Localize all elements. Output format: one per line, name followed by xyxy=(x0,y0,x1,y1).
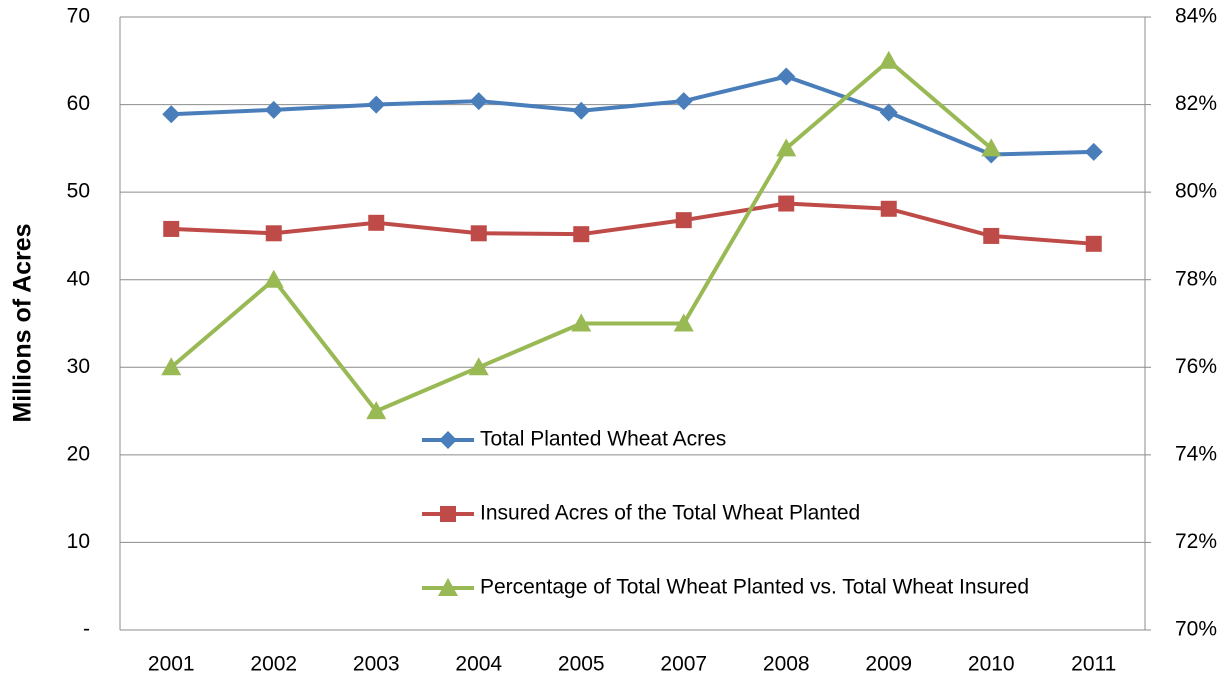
y2-tick-label: 74% xyxy=(1175,442,1217,465)
data-point xyxy=(981,138,1002,157)
data-point xyxy=(776,138,797,157)
legend-marker xyxy=(440,506,456,522)
y-tick-label: 60 xyxy=(67,92,90,115)
legend-label: Percentage of Total Wheat Planted vs. To… xyxy=(480,576,1029,599)
data-point xyxy=(163,220,180,237)
data-point xyxy=(983,227,1000,244)
x-tick-label: 2011 xyxy=(1071,653,1116,676)
data-point xyxy=(263,269,284,288)
series-line xyxy=(171,74,1094,157)
y2-tick-label: 78% xyxy=(1175,267,1217,290)
data-point xyxy=(675,212,692,229)
series-line xyxy=(171,201,1094,246)
legend-label: Insured Acres of the Total Wheat Planted xyxy=(480,502,860,525)
data-point xyxy=(469,92,488,111)
y2-tick-label: 80% xyxy=(1175,180,1217,203)
data-point xyxy=(367,95,386,114)
x-tick-label: 2008 xyxy=(763,653,810,676)
data-point xyxy=(1085,235,1102,252)
y-tick-label: - xyxy=(83,618,90,641)
y-tick-label: 50 xyxy=(67,180,90,203)
y2-tick-label: 72% xyxy=(1175,530,1217,553)
y2-tick-label: 76% xyxy=(1175,355,1217,378)
x-tick-label: 2004 xyxy=(455,653,502,676)
data-point xyxy=(573,226,590,243)
data-point xyxy=(366,401,387,420)
data-point xyxy=(572,101,591,120)
legend-marker xyxy=(438,578,458,596)
y-tick-label: 40 xyxy=(67,267,90,290)
y2-tick-label: 84% xyxy=(1175,5,1217,28)
data-point xyxy=(161,357,182,376)
y-axis-label: Millions of Acres xyxy=(9,223,37,422)
data-point xyxy=(880,200,897,217)
data-point xyxy=(1084,142,1103,161)
y2-tick-label: 82% xyxy=(1175,92,1217,115)
x-tick-label: 2009 xyxy=(865,653,912,676)
data-point xyxy=(778,195,795,212)
y-tick-label: 70 xyxy=(67,5,90,28)
data-point xyxy=(878,50,899,69)
x-tick-label: 2003 xyxy=(353,653,400,676)
data-point xyxy=(674,92,693,111)
legend-label: Total Planted Wheat Acres xyxy=(480,428,726,451)
data-point xyxy=(879,103,898,122)
data-point xyxy=(162,105,181,124)
y-tick-label: 20 xyxy=(67,442,90,465)
legend-marker xyxy=(439,431,457,449)
x-tick-label: 2002 xyxy=(250,653,297,676)
data-point xyxy=(265,225,282,242)
data-point xyxy=(468,357,489,376)
data-point xyxy=(264,100,283,119)
y2-tick-label: 70% xyxy=(1175,618,1217,641)
x-tick-label: 2010 xyxy=(968,653,1015,676)
y-tick-label: 10 xyxy=(67,530,90,553)
y-tick-label: 30 xyxy=(67,355,90,378)
data-point xyxy=(571,313,592,332)
data-point xyxy=(368,214,385,231)
x-tick-label: 2007 xyxy=(660,653,707,676)
x-tick-label: 2001 xyxy=(148,653,195,676)
data-point xyxy=(470,225,487,242)
data-point xyxy=(673,313,694,332)
x-tick-label: 2005 xyxy=(558,653,605,676)
data-point xyxy=(777,67,796,86)
